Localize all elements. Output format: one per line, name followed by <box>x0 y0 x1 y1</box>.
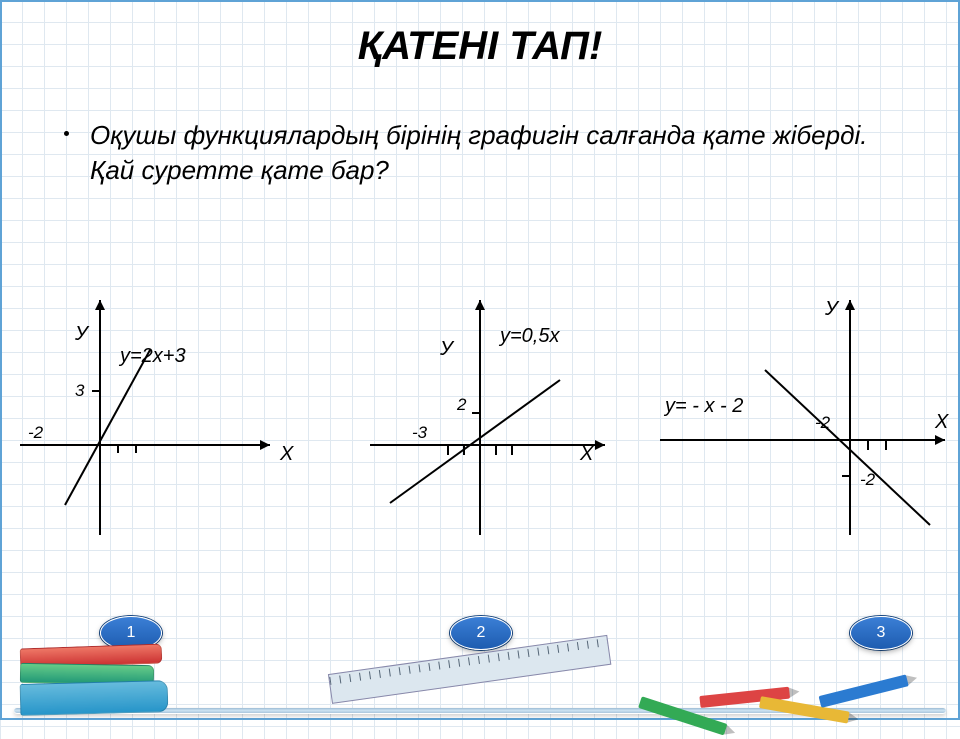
equation-3: у= - х - 2 <box>665 395 743 418</box>
y-intercept-label: 2 <box>456 395 467 414</box>
equation-1: у=2х+3 <box>120 345 186 368</box>
x-intercept-label: -3 <box>412 423 428 442</box>
x-axis-label: Х <box>579 443 594 465</box>
y-axis-label: У <box>439 338 455 360</box>
pen-icon <box>819 674 909 707</box>
x-intercept-label: -2 <box>28 423 44 442</box>
y-intercept-label: 3 <box>75 381 85 400</box>
x-axis-label: Х <box>279 443 294 465</box>
ruler-icon <box>328 635 611 704</box>
graph-2: У Х 2 -3 у=0,5х <box>370 300 610 540</box>
book-stack-icon <box>20 648 168 714</box>
page-title: ҚАТЕНІ ТАП! <box>0 24 960 69</box>
y-axis-label: У <box>824 300 840 320</box>
prompt-text: Оқушы функциялардың бірінің графигін сал… <box>90 118 870 188</box>
graph-3: У Х -2 -2 у= - х - 2 <box>660 300 950 540</box>
y-axis-label: У <box>74 323 90 345</box>
clipart-footer <box>0 642 960 714</box>
bullet-icon <box>64 131 69 136</box>
graph-1: У Х 3 -2 у=2х+3 <box>20 300 300 540</box>
x-axis-label: Х <box>934 411 949 433</box>
slide: ҚАТЕНІ ТАП! Оқушы функциялардың бірінің … <box>0 0 960 720</box>
y-intercept-label: -2 <box>860 470 876 489</box>
x-intercept-label: -2 <box>815 413 831 432</box>
equation-2: у=0,5х <box>500 325 559 348</box>
